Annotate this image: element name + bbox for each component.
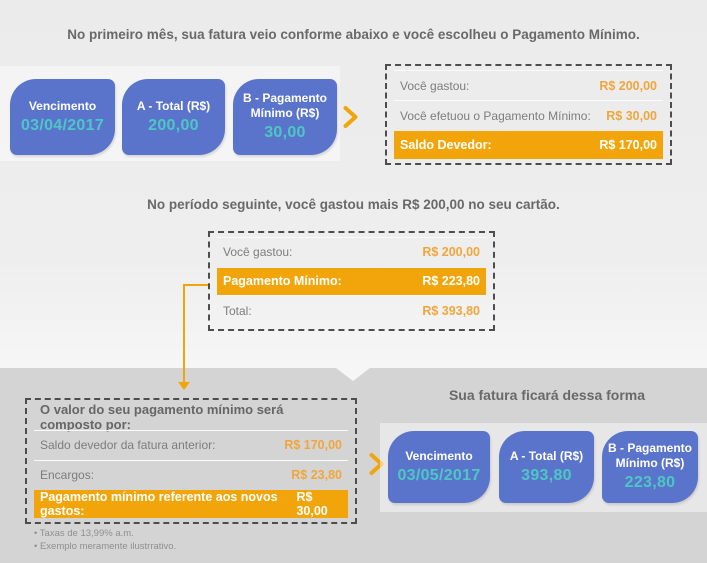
card-label: A - Total (R$) (509, 448, 584, 463)
summary-row: Você efetuou o Pagamento Mínimo: R$ 30,0… (394, 100, 663, 130)
card-label: A - Total (R$) (136, 98, 211, 113)
bullet-icon: • (34, 541, 38, 552)
row-label: Você efetuou o Pagamento Mínimo: (400, 108, 591, 123)
footnote-line: • Exemplo meramente ilustrrativo. (34, 540, 176, 553)
minimum-composition-box: O valor do seu pagamento mínimo será com… (25, 398, 357, 524)
card-value: 223,80 (624, 474, 676, 491)
top-background (0, 0, 707, 368)
footnotes: • Taxas de 13,99% a.m. • Exemplo meramen… (34, 527, 176, 553)
card-label: Vencimento (405, 448, 473, 463)
row-value: R$ 30,00 (606, 108, 657, 123)
row-value: R$ 23,80 (291, 467, 342, 482)
summary-row: Saldo devedor da fatura anterior: R$ 170… (34, 430, 348, 460)
next-period-summary: Você gastou: R$ 200,00 Pagamento Mínimo:… (208, 231, 495, 331)
bullet-icon: • (34, 528, 38, 539)
row-label: Pagamento Mínimo: (223, 274, 342, 289)
section1-title: No primeiro mês, sua fatura veio conform… (67, 27, 640, 42)
chevron-right-icon (343, 106, 358, 128)
card-value: 30,00 (264, 124, 306, 141)
flow-arrow-vertical (183, 284, 185, 383)
chevron-right-icon (369, 453, 384, 475)
card-value: 200,00 (148, 116, 199, 134)
section2-title: No período seguinte, você gastou mais R$… (147, 197, 560, 212)
row-value: R$ 393,80 (422, 303, 480, 318)
row-label: Você gastou: (223, 245, 293, 260)
row-label: Total: (223, 303, 252, 318)
summary-row: Encargos: R$ 23,80 (34, 459, 348, 490)
summary-row: Você gastou: R$ 200,00 (394, 70, 663, 100)
summary-row-highlight: Pagamento mínimo referente aos novos gas… (34, 490, 348, 518)
row-value: R$ 170,00 (284, 438, 342, 453)
row-label: Você gastou: (400, 78, 470, 93)
section3-title: Sua fatura ficará dessa forma (448, 387, 646, 403)
summary-row: Você gastou: R$ 200,00 (217, 237, 486, 267)
invoice-card-minimum: B - Pagamento Mínimo (R$) 30,00 (233, 79, 337, 155)
footnote-text: Taxas de 13,99% a.m. (39, 528, 134, 539)
card-label: Vencimento (28, 98, 97, 113)
row-value: R$ 200,00 (599, 78, 657, 93)
invoice-card-due-date: Vencimento 03/04/2017 (10, 79, 115, 155)
card-label: B - Pagamento Mínimo (R$) (607, 441, 692, 470)
card-value: 03/04/2017 (20, 116, 105, 134)
composition-header: O valor do seu pagamento mínimo será com… (40, 402, 284, 432)
row-value: R$ 30,00 (296, 490, 328, 518)
row-value: R$ 200,00 (422, 245, 480, 260)
footnote-line: • Taxas de 13,99% a.m. (34, 527, 176, 540)
flow-arrow-horizontal (183, 284, 208, 286)
row-value: R$ 170,00 (599, 138, 657, 152)
card-value: 03/05/2017 (397, 466, 481, 484)
row-label: Saldo Devedor: (400, 138, 492, 152)
card-label: B - Pagamento Mínimo (R$) (242, 91, 327, 120)
new-invoice-card-due-date: Vencimento 03/05/2017 (388, 431, 490, 503)
new-invoice-card-minimum: B - Pagamento Mínimo (R$) 223,80 (602, 431, 698, 503)
footnote-text: Exemplo meramente ilustrrativo. (39, 541, 177, 552)
card-value: 393,80 (521, 466, 572, 484)
summary-row: Total: R$ 393,80 (217, 295, 486, 325)
summary-row-highlight: Saldo Devedor: R$ 170,00 (394, 131, 663, 159)
row-label: Pagamento mínimo referente aos novos gas… (40, 490, 278, 518)
summary-row-highlight: Pagamento Mínimo: R$ 223,80 (217, 267, 486, 296)
row-value: R$ 223,80 (422, 274, 480, 289)
row-label: Saldo devedor da fatura anterior: (40, 438, 216, 453)
first-month-summary: Você gastou: R$ 200,00 Você efetuou o Pa… (385, 64, 672, 165)
row-label: Encargos: (40, 467, 95, 482)
invoice-card-total: A - Total (R$) 200,00 (122, 79, 225, 155)
arrow-down-icon (178, 382, 190, 390)
band-notch (336, 368, 370, 381)
new-invoice-card-total: A - Total (R$) 393,80 (499, 431, 594, 503)
